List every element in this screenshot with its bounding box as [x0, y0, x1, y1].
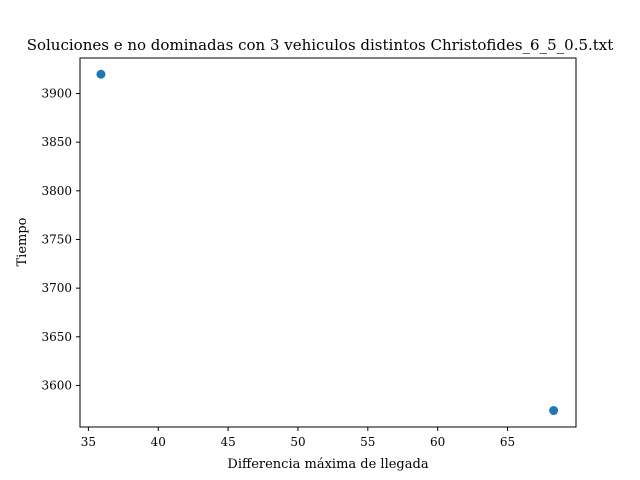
y-tick-label: 3850: [41, 135, 72, 149]
x-tick-label: 60: [430, 435, 445, 449]
x-tick-label: 50: [290, 435, 305, 449]
x-axis-ticks: 35 40 45 50 55 60 65: [81, 427, 515, 449]
scatter-point: [96, 69, 106, 79]
y-tick-label: 3700: [41, 281, 72, 295]
x-axis-label: Differencia máxima de llegada: [227, 457, 428, 472]
x-tick-label: 40: [151, 435, 166, 449]
y-tick-label: 3800: [41, 184, 72, 198]
y-axis-label: Tiempo: [15, 217, 30, 266]
y-tick-label: 3900: [41, 87, 72, 101]
y-axis-ticks: 3600 3650 3700 3750 3800 3850 3900: [41, 87, 80, 392]
data-points: [96, 69, 559, 416]
chart-title: Soluciones e no dominadas con 3 vehiculo…: [27, 36, 614, 54]
y-tick-label: 3650: [41, 330, 72, 344]
axes-frame: [79, 57, 577, 428]
x-tick-label: 35: [81, 435, 96, 449]
x-tick-label: 45: [220, 435, 235, 449]
y-tick-label: 3600: [41, 378, 72, 392]
y-tick-label: 3750: [41, 232, 72, 246]
x-tick-label: 65: [500, 435, 515, 449]
scatter-point: [549, 406, 559, 416]
x-tick-label: 55: [360, 435, 375, 449]
